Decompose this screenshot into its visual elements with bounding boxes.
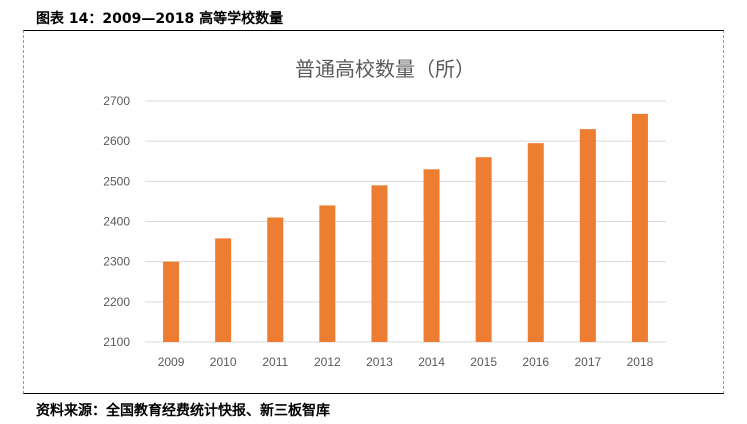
source-note: 资料来源：全国教育经费统计快报、新三板智库 [36,403,330,419]
x-tick-label: 2010 [210,355,237,369]
bar-2012 [319,205,336,342]
x-tick-label: 2013 [366,355,393,369]
y-tick-label: 2500 [103,174,130,188]
bar-2010 [215,238,232,342]
y-tick-label: 2200 [103,295,130,309]
y-tick-label: 2700 [103,94,130,108]
y-tick-label: 2300 [103,255,130,269]
bar-2011 [267,217,284,342]
bar-2018 [631,113,648,342]
x-tick-label: 2016 [522,355,549,369]
x-tick-label: 2017 [574,355,601,369]
chart-frame [23,30,724,394]
x-tick-label: 2015 [470,355,497,369]
x-tick-label: 2009 [158,355,185,369]
y-tick-label: 2600 [103,134,130,148]
x-tick-label: 2014 [418,355,445,369]
bar-2016 [527,143,544,342]
figure-title: 图表 14：2009—2018 高等学校数量 [36,11,284,27]
bar-2014 [423,169,440,342]
chart-title: 普通高校数量（所） [295,57,475,81]
x-tick-label: 2018 [627,355,654,369]
bar-2015 [475,157,492,342]
x-tick-label: 2012 [314,355,341,369]
y-tick-label: 2100 [103,335,130,349]
bar-2009 [163,261,180,342]
x-tick-label: 2011 [262,355,288,369]
bar-2013 [371,185,388,342]
y-tick-label: 2400 [103,215,130,229]
bar-2017 [579,129,596,342]
